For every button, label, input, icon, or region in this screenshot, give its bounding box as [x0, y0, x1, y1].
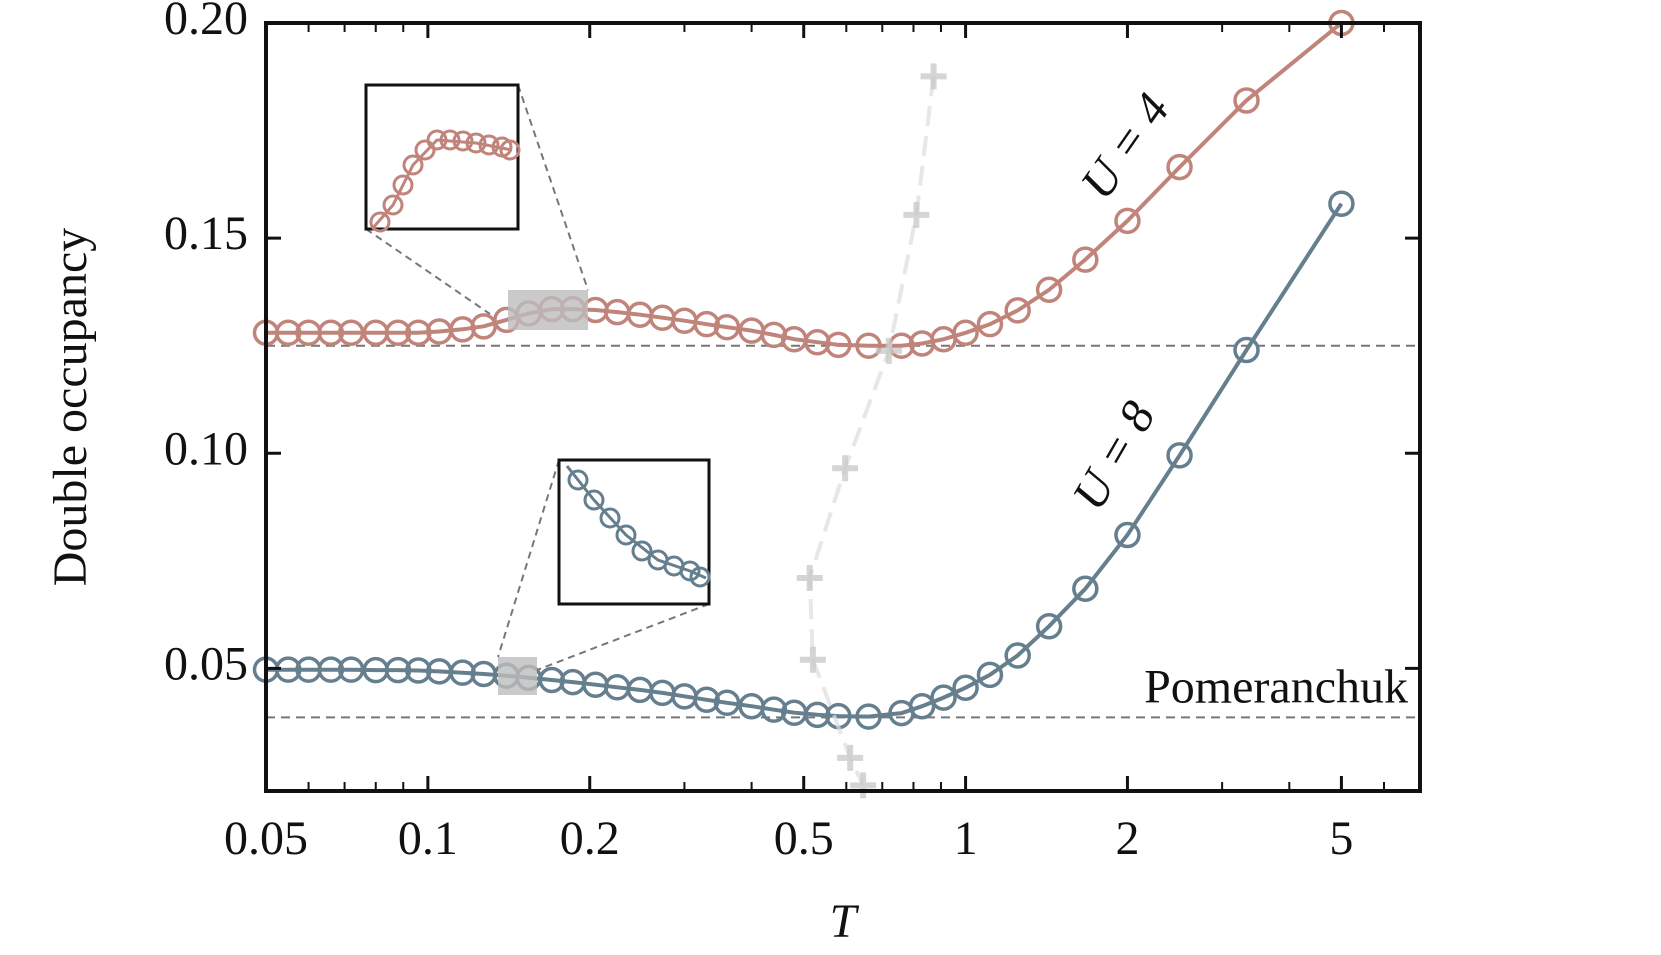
cross-marker [796, 565, 823, 592]
point [1233, 87, 1260, 114]
point [384, 319, 412, 347]
point [855, 703, 882, 730]
inset-curve [369, 129, 521, 233]
point [317, 656, 345, 683]
connector [365, 228, 491, 315]
cross-marker [799, 646, 826, 673]
point [538, 666, 566, 694]
inset-box [364, 83, 520, 231]
x-tick-label: 0.05 [224, 812, 308, 865]
point [952, 674, 979, 701]
point [1114, 521, 1141, 549]
cross-marker [903, 201, 930, 228]
x-tick-label: 2 [1115, 812, 1139, 865]
point [275, 319, 302, 347]
cross-marker [875, 337, 902, 364]
point [1114, 207, 1141, 235]
inset-curve [565, 465, 711, 588]
point [976, 661, 1004, 689]
zoom-region [498, 657, 537, 695]
y-tick-label: 0.20 [164, 0, 248, 45]
annotation: U = 4 [1071, 84, 1180, 209]
point [1004, 642, 1031, 669]
point [952, 319, 979, 347]
point [1004, 297, 1031, 324]
cross-marker [832, 455, 859, 482]
cross-marker [850, 772, 877, 799]
point [405, 319, 432, 347]
point [713, 313, 741, 341]
point [976, 310, 1004, 338]
series-line [266, 202, 1344, 719]
point [1072, 246, 1099, 273]
point [693, 686, 720, 714]
x-tick-label: 0.1 [398, 812, 458, 865]
point [1166, 442, 1193, 469]
y-tick-label: 0.10 [164, 422, 248, 475]
point [825, 331, 852, 359]
point [760, 696, 788, 723]
connector [497, 459, 560, 658]
point [1233, 336, 1260, 364]
point [1328, 190, 1355, 217]
point [1035, 276, 1063, 304]
connector [517, 84, 589, 291]
point [449, 659, 476, 686]
point [804, 701, 831, 729]
axes-frame [264, 21, 1422, 793]
point [713, 689, 741, 717]
point [930, 684, 957, 711]
y-axis-label: Double occupancy [44, 228, 97, 587]
insets [364, 83, 711, 695]
point [1035, 612, 1063, 640]
x-tick-label: 0.2 [560, 812, 620, 865]
point [693, 310, 720, 338]
cross-marker [837, 744, 864, 771]
connector [536, 603, 710, 671]
point [855, 332, 882, 359]
y-tick-label: 0.15 [164, 207, 248, 260]
zoom-region [508, 290, 588, 330]
x-tick-label: 5 [1329, 812, 1353, 865]
x-tick-label: 0.5 [774, 812, 834, 865]
point [317, 319, 345, 347]
y-tick-label: 0.05 [164, 637, 248, 690]
cross-marker [920, 63, 947, 90]
point [1072, 575, 1099, 603]
trend-line [807, 76, 936, 787]
x-tick-label: 1 [954, 812, 978, 865]
x-axis-label: T [830, 895, 860, 948]
point [405, 657, 432, 684]
point [1166, 153, 1193, 181]
point [384, 656, 412, 684]
reference-label: Pomeranchuk [1144, 660, 1408, 713]
